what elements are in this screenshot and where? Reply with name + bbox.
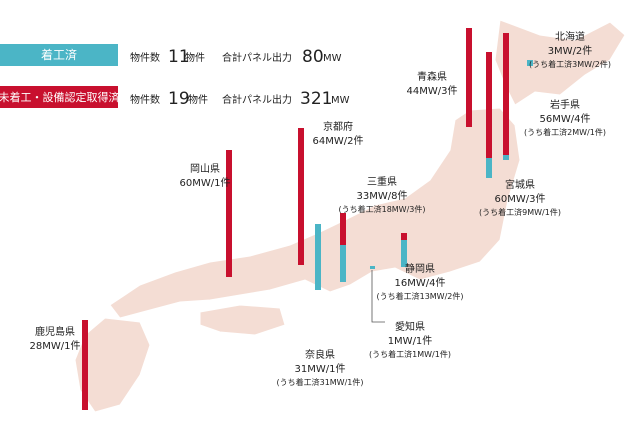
- japan-map: [74, 19, 626, 413]
- legend-label: 未着工・設備認定取得済: [0, 90, 120, 104]
- region-name: 宮城県: [505, 178, 535, 191]
- power-unit: MW: [331, 95, 350, 106]
- region-note: (うち着工済9MW/1件): [479, 207, 561, 217]
- region-detail: 44MW/3件: [407, 85, 458, 97]
- bar-started: [315, 224, 321, 290]
- legend-swatch-started: [0, 44, 118, 66]
- bar-unstarted: [401, 233, 407, 240]
- region-detail: 60MW/1件: [180, 177, 231, 189]
- legend-label: 着工済: [41, 47, 77, 62]
- region-name: 岡山県: [190, 163, 220, 175]
- shikoku: [199, 304, 286, 336]
- bar-started: [503, 155, 509, 160]
- power-label: 合計パネル出力: [222, 51, 292, 64]
- count-label: 物件数: [130, 51, 160, 64]
- region-name: 愛知県: [395, 320, 425, 333]
- kyushu: [74, 317, 151, 413]
- region-detail: 16MW/4件: [395, 277, 446, 289]
- power-unit: MW: [323, 53, 342, 64]
- leader-line: [371, 270, 385, 323]
- bar-unstarted: [503, 33, 509, 155]
- region-name: 鹿児島県: [35, 325, 75, 338]
- bar-unstarted: [298, 128, 304, 265]
- power-label: 合計パネル出力: [222, 93, 292, 106]
- power-value: 321: [300, 89, 332, 109]
- region-name: 青森県: [417, 70, 447, 83]
- region-detail: 3MW/2件: [548, 45, 593, 57]
- power-value: 80: [302, 47, 324, 67]
- bar-started: [401, 240, 407, 267]
- bar-unstarted: [466, 28, 472, 127]
- bar-started: [370, 266, 375, 269]
- region-detail: 28MW/1件: [30, 340, 81, 352]
- region-detail: 33MW/8件: [357, 190, 408, 202]
- legend-swatch-unstarted: [0, 86, 118, 108]
- region-name: 奈良県: [305, 348, 335, 361]
- region-note: (うち着工済13MW/2件): [376, 291, 463, 301]
- region-note: (うち着工済2MW/1件): [524, 127, 606, 137]
- region-detail: 60MW/3件: [495, 193, 546, 205]
- bar-unstarted: [486, 52, 492, 158]
- region-detail: 31MW/1件: [295, 363, 346, 375]
- region-name: 京都府: [323, 120, 353, 133]
- region-note: (うち着工済31MW/1件): [276, 377, 363, 387]
- count-value: 19: [168, 89, 190, 109]
- region-detail: 1MW/1件: [388, 335, 433, 347]
- region-name: 岩手県: [550, 98, 580, 111]
- bar-started: [486, 158, 492, 178]
- region-detail: 56MW/4件: [540, 113, 591, 125]
- region-note: (うち着工済1MW/1件): [369, 349, 451, 359]
- region-detail: 64MW/2件: [313, 135, 364, 147]
- bar-started: [527, 60, 533, 66]
- bar-unstarted: [340, 213, 346, 245]
- region-note: (うち着工済3MW/2件): [529, 59, 611, 69]
- bar-unstarted: [82, 320, 88, 410]
- bar-unstarted: [226, 150, 232, 277]
- bars: [82, 28, 533, 410]
- honshu: [109, 107, 521, 319]
- count-unit: 物件: [185, 51, 205, 64]
- region-name: 三重県: [367, 175, 397, 188]
- region-name: 北海道: [555, 30, 585, 43]
- bar-started: [340, 245, 346, 282]
- region-note: (うち着工済18MW/3件): [338, 204, 425, 214]
- count-unit: 物件: [188, 93, 208, 106]
- region-name: 静岡県: [405, 262, 435, 275]
- count-label: 物件数: [130, 93, 160, 106]
- count-value: 11: [168, 47, 190, 67]
